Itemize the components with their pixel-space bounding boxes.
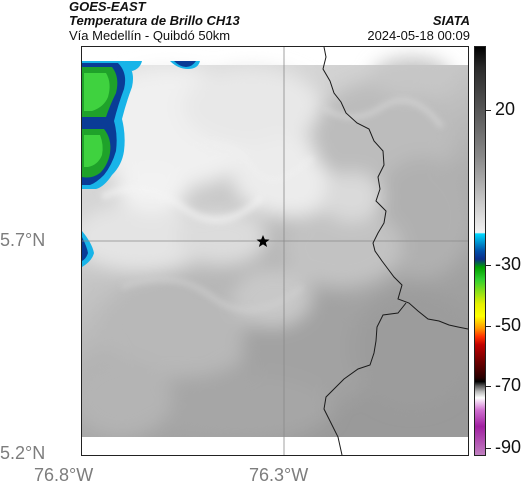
colorbar-label: -70 [495,375,522,395]
colorbar-tick [486,448,491,449]
colorbar-label: 20 [495,99,516,119]
colorbar-tick [486,326,491,327]
star-icon [256,235,270,247]
latitude-label: 5.2°N [0,443,46,463]
region-subtitle: Vía Medellín - Quibdó 50km [69,28,231,43]
temperature-field [82,57,468,442]
colorbar-tick [486,110,491,111]
longitude-label: 76.8°W [34,465,94,485]
colorbar-label: -50 [495,315,522,335]
colorbar-label: -30 [495,254,522,274]
colorbar-tick [486,386,491,387]
cold-cloud-tops [82,61,200,267]
department-boundary [322,47,468,330]
blank-band-bottom [82,437,468,455]
satellite-title: GOES-EAST [69,0,146,14]
colorbar-tick [486,265,491,266]
department-boundary-south [323,302,407,455]
map-panel [81,46,469,456]
timestamp-label: 2024-05-18 00:09 [367,28,470,43]
latitude-label: 5.7°N [0,230,46,250]
colorbar-label: -90 [495,437,522,457]
brightness-temperature-map [82,47,468,455]
blank-band-top [82,47,468,65]
longitude-label: 76.3°W [249,465,309,485]
product-title: Temperatura de Brillo CH13 [69,13,240,28]
source-label: SIATA [432,13,470,28]
temperature-colorbar [474,46,486,456]
